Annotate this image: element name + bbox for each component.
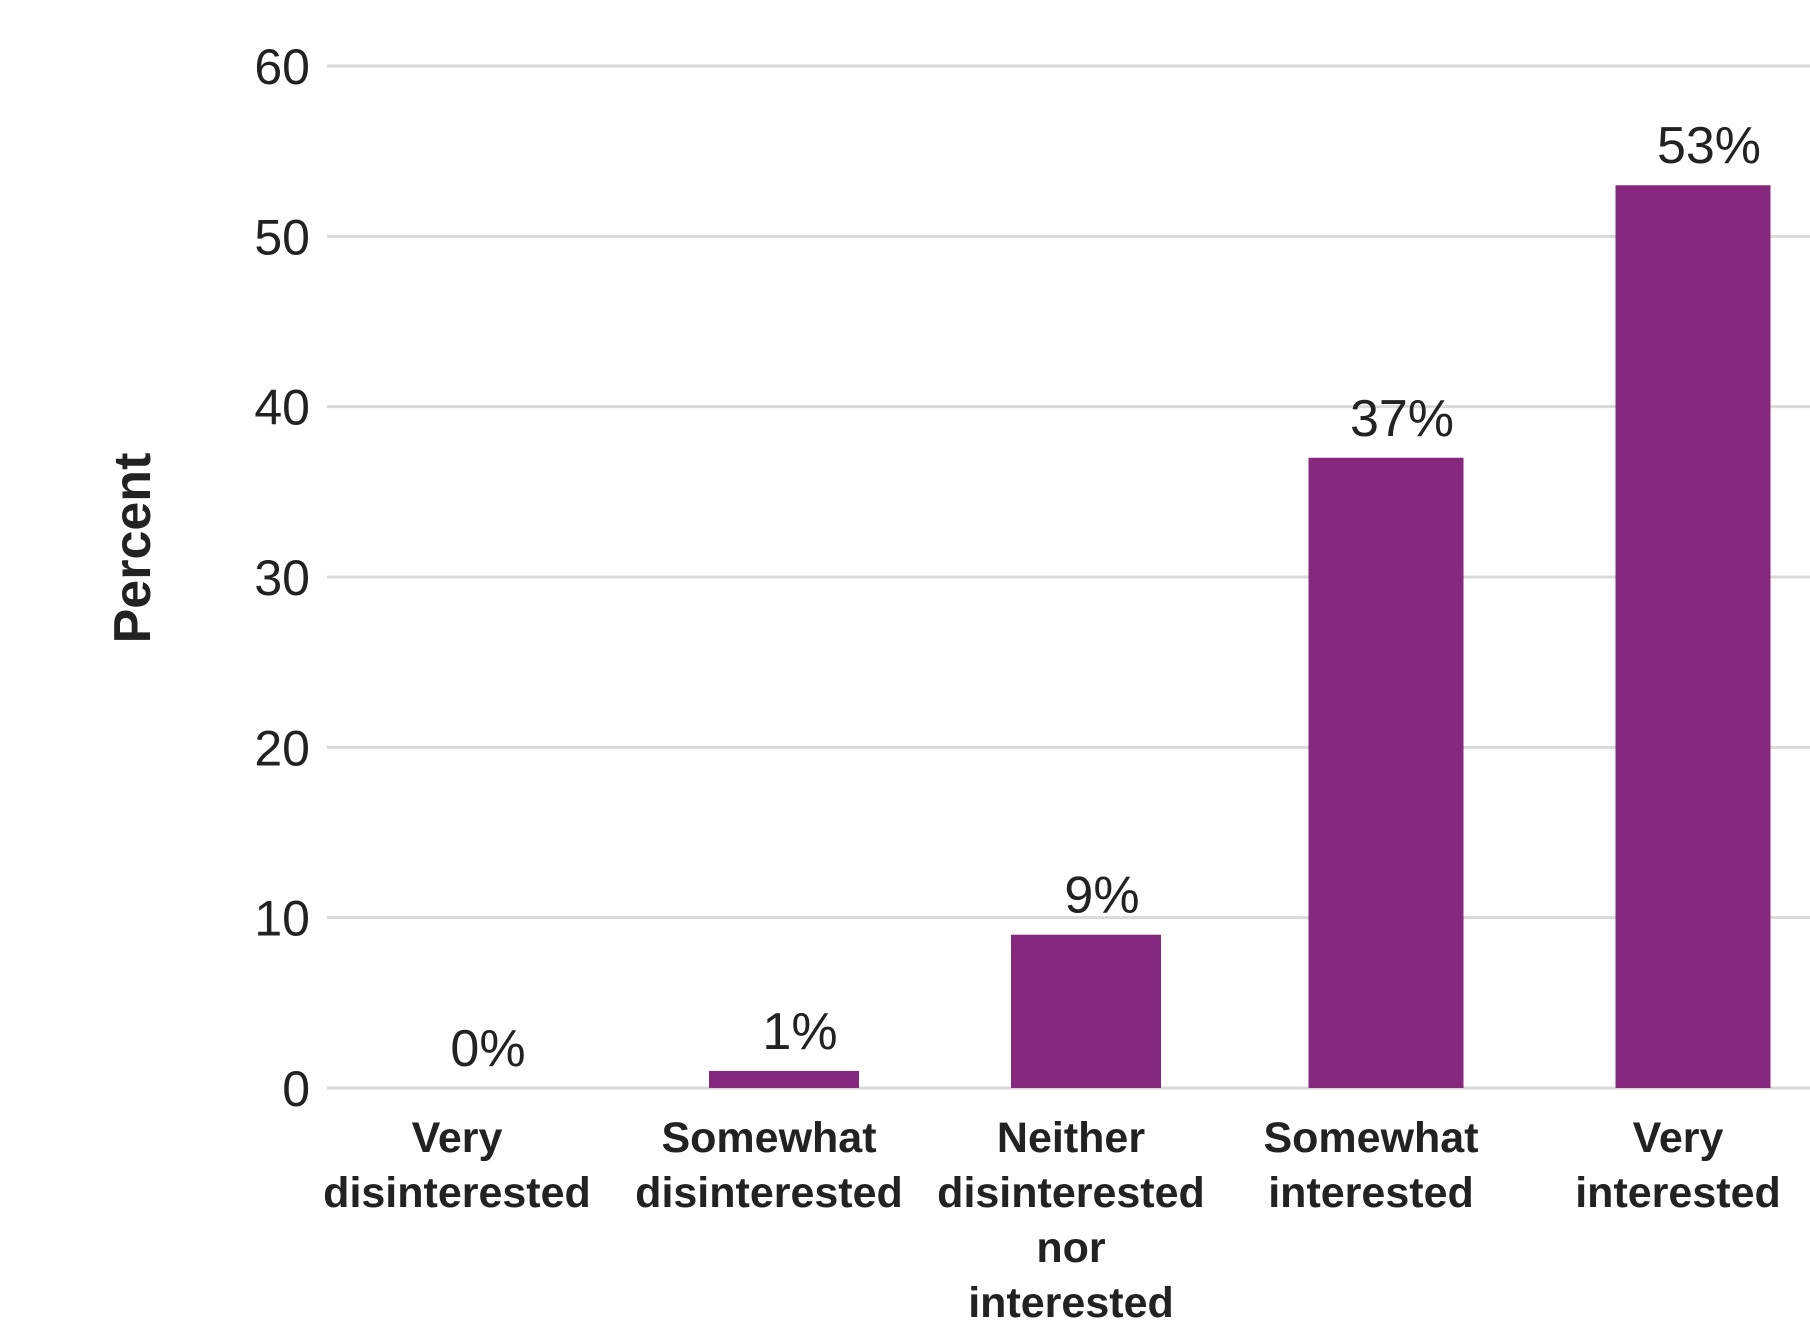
category-label-1: Somewhat disinterested bbox=[635, 1114, 903, 1217]
x-axis-categories: Very disinterested Somewhat disinterested Ne… bbox=[323, 1114, 1781, 1322]
category-label-3: Somewhat interested bbox=[1263, 1114, 1478, 1217]
y-axis-ticks: 0 10 20 30 40 50 60 bbox=[254, 39, 310, 1117]
bar-3 bbox=[1308, 457, 1464, 1088]
category-label-4: Very interested bbox=[1575, 1114, 1781, 1217]
data-label-3: 37% bbox=[1350, 390, 1454, 448]
data-label-2: 9% bbox=[1064, 867, 1139, 925]
category-label-0: Very disinterested bbox=[323, 1114, 591, 1217]
y-axis-title: Percent bbox=[104, 453, 162, 644]
y-tick-label-20: 20 bbox=[254, 720, 310, 776]
y-tick-label-40: 40 bbox=[254, 380, 310, 436]
bars bbox=[709, 185, 1771, 1088]
y-tick-label-0: 0 bbox=[282, 1061, 310, 1117]
data-label-4: 53% bbox=[1657, 117, 1761, 175]
y-tick-label-50: 50 bbox=[254, 209, 310, 265]
data-labels: 0% 1% 9% 37% 53% bbox=[450, 117, 1761, 1078]
data-label-0: 0% bbox=[450, 1020, 525, 1078]
y-tick-label-10: 10 bbox=[254, 891, 310, 947]
y-tick-label-60: 60 bbox=[254, 39, 310, 95]
bar-1 bbox=[709, 1070, 859, 1088]
data-label-1: 1% bbox=[762, 1003, 837, 1061]
category-label-2: Neither disinterested nor interested bbox=[937, 1114, 1205, 1322]
bar-2 bbox=[1011, 934, 1161, 1088]
gridlines bbox=[327, 64, 1810, 1090]
bar-4 bbox=[1615, 185, 1771, 1088]
y-tick-label-30: 30 bbox=[254, 550, 310, 606]
